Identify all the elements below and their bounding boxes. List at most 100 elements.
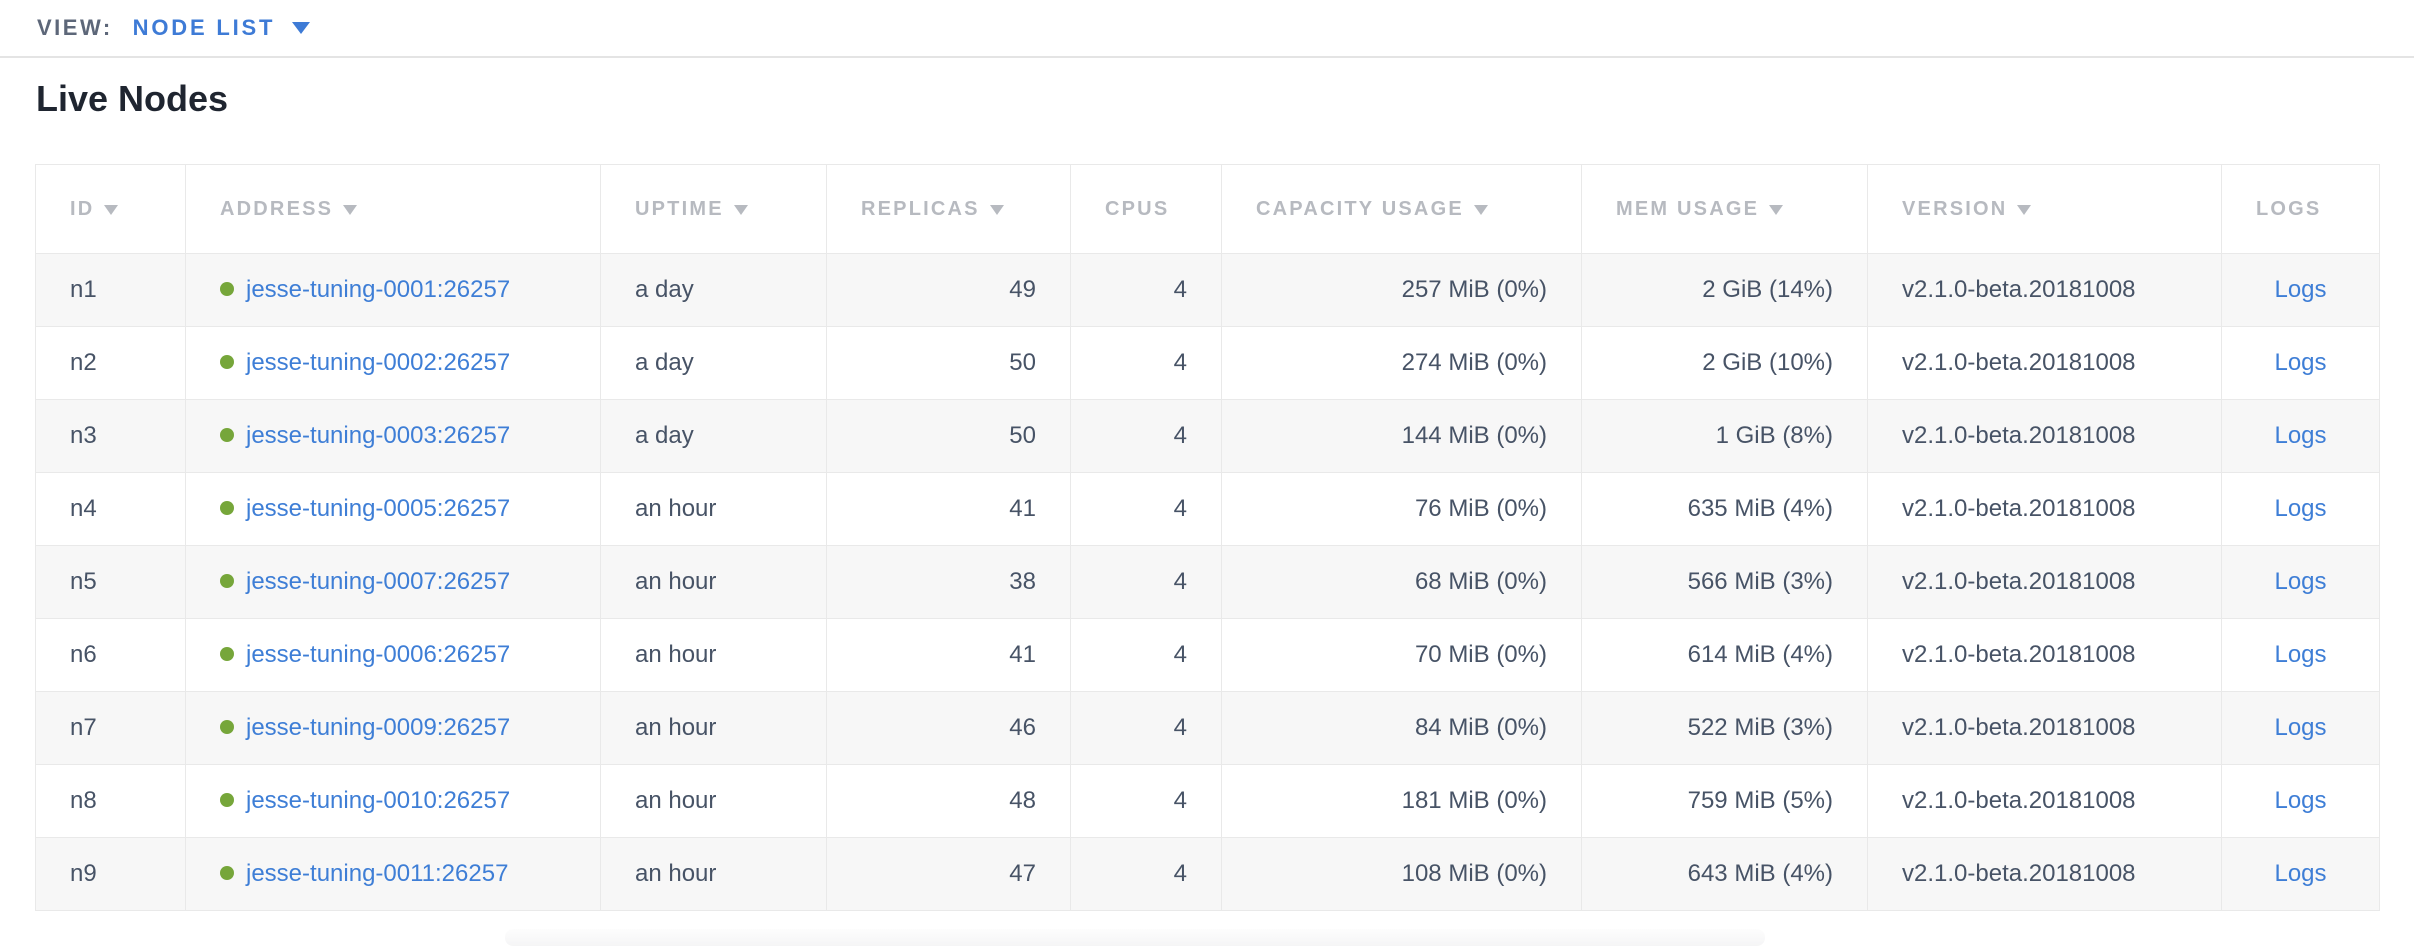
logs-cell: Logs: [2221, 837, 2380, 911]
version-cell: v2.1.0-beta.20181008: [1867, 399, 2222, 473]
sort-caret-down-icon: [2017, 204, 2032, 215]
column-header-address[interactable]: ADDRESS: [185, 164, 601, 254]
cpus-cell: 4: [1070, 618, 1222, 692]
column-header-uptime[interactable]: UPTIME: [600, 164, 827, 254]
version-cell: v2.1.0-beta.20181008: [1867, 691, 2222, 765]
node-id-cell: n1: [35, 253, 186, 327]
address-link[interactable]: jesse-tuning-0009:26257: [246, 714, 511, 741]
mem-usage-cell: 522 MiB (3%): [1581, 691, 1868, 765]
cpus-cell: 4: [1070, 691, 1222, 765]
view-selected-value: NODE LIST: [132, 15, 276, 40]
logs-link[interactable]: Logs: [2274, 349, 2327, 376]
live-status-dot-icon: [220, 427, 234, 442]
address-link[interactable]: jesse-tuning-0003:26257: [246, 422, 511, 449]
live-status-dot-icon: [220, 500, 234, 515]
cpus-cell: 4: [1070, 764, 1222, 838]
replicas-cell: 50: [826, 326, 1071, 400]
logs-cell: Logs: [2221, 472, 2380, 546]
table-row: n5 jesse-tuning-0007:26257 an hour 38 4 …: [35, 545, 2380, 619]
capacity-usage-cell: 70 MiB (0%): [1221, 618, 1582, 692]
logs-cell: Logs: [2221, 399, 2380, 473]
logs-link[interactable]: Logs: [2274, 495, 2327, 522]
logs-link[interactable]: Logs: [2274, 787, 2327, 814]
sort-caret-down-icon: [104, 204, 119, 215]
logs-link[interactable]: Logs: [2274, 641, 2327, 668]
address-link[interactable]: jesse-tuning-0002:26257: [246, 349, 511, 376]
live-status-dot-icon: [220, 646, 234, 661]
column-header-id[interactable]: ID: [35, 164, 186, 254]
column-header-version[interactable]: VERSION: [1867, 164, 2222, 254]
live-status-dot-icon: [220, 281, 234, 296]
sort-caret-down-icon: [1769, 204, 1784, 215]
address-link[interactable]: jesse-tuning-0005:26257: [246, 495, 511, 522]
cpus-cell: 4: [1070, 545, 1222, 619]
table-row: n6 jesse-tuning-0006:26257 an hour 41 4 …: [35, 618, 2380, 692]
capacity-usage-cell: 274 MiB (0%): [1221, 326, 1582, 400]
replicas-cell: 47: [826, 837, 1071, 911]
logs-link[interactable]: Logs: [2274, 276, 2327, 303]
address-cell: jesse-tuning-0007:26257: [185, 545, 601, 619]
node-id-cell: n6: [35, 618, 186, 692]
address-cell: jesse-tuning-0006:26257: [185, 618, 601, 692]
live-status-dot-icon: [220, 719, 234, 734]
cpus-cell: 4: [1070, 472, 1222, 546]
address-cell: jesse-tuning-0010:26257: [185, 764, 601, 838]
sort-caret-down-icon: [343, 204, 358, 215]
cpus-cell: 4: [1070, 399, 1222, 473]
address-cell: jesse-tuning-0002:26257: [185, 326, 601, 400]
chevron-down-icon: [292, 22, 311, 34]
capacity-usage-cell: 257 MiB (0%): [1221, 253, 1582, 327]
live-status-dot-icon: [220, 354, 234, 369]
mem-usage-cell: 566 MiB (3%): [1581, 545, 1868, 619]
logs-link[interactable]: Logs: [2274, 568, 2327, 595]
table-row: n9 jesse-tuning-0011:26257 an hour 47 4 …: [35, 837, 2380, 911]
logs-link[interactable]: Logs: [2274, 422, 2327, 449]
logs-cell: Logs: [2221, 326, 2380, 400]
cpus-cell: 4: [1070, 253, 1222, 327]
replicas-cell: 41: [826, 618, 1071, 692]
column-header-mem-usage[interactable]: MEM USAGE: [1581, 164, 1868, 254]
address-cell: jesse-tuning-0009:26257: [185, 691, 601, 765]
node-id-cell: n5: [35, 545, 186, 619]
column-header-cpus: CPUS: [1070, 164, 1222, 254]
replicas-cell: 41: [826, 472, 1071, 546]
node-id-cell: n4: [35, 472, 186, 546]
view-label: VIEW:: [37, 15, 113, 40]
version-cell: v2.1.0-beta.20181008: [1867, 618, 2222, 692]
live-status-dot-icon: [220, 573, 234, 588]
mem-usage-cell: 643 MiB (4%): [1581, 837, 1868, 911]
node-id-cell: n9: [35, 837, 186, 911]
logs-cell: Logs: [2221, 618, 2380, 692]
version-cell: v2.1.0-beta.20181008: [1867, 545, 2222, 619]
table-row: n1 jesse-tuning-0001:26257 a day 49 4 25…: [35, 253, 2380, 327]
logs-link[interactable]: Logs: [2274, 714, 2327, 741]
column-header-replicas[interactable]: REPLICAS: [826, 164, 1071, 254]
view-selector-dropdown[interactable]: NODE LIST: [133, 15, 311, 41]
table-row: n8 jesse-tuning-0010:26257 an hour 48 4 …: [35, 764, 2380, 838]
mem-usage-cell: 2 GiB (10%): [1581, 326, 1868, 400]
replicas-cell: 46: [826, 691, 1071, 765]
node-id-cell: n2: [35, 326, 186, 400]
replicas-cell: 50: [826, 399, 1071, 473]
column-header-capacity-usage[interactable]: CAPACITY USAGE: [1221, 164, 1582, 254]
address-cell: jesse-tuning-0001:26257: [185, 253, 601, 327]
sort-caret-down-icon: [733, 204, 748, 215]
address-cell: jesse-tuning-0003:26257: [185, 399, 601, 473]
address-link[interactable]: jesse-tuning-0001:26257: [246, 276, 511, 303]
uptime-cell: an hour: [600, 472, 827, 546]
uptime-cell: a day: [600, 399, 827, 473]
uptime-cell: a day: [600, 253, 827, 327]
address-link[interactable]: jesse-tuning-0006:26257: [246, 641, 511, 668]
address-link[interactable]: jesse-tuning-0011:26257: [246, 860, 509, 887]
mem-usage-cell: 759 MiB (5%): [1581, 764, 1868, 838]
address-link[interactable]: jesse-tuning-0007:26257: [246, 568, 511, 595]
logs-cell: Logs: [2221, 545, 2380, 619]
capacity-usage-cell: 108 MiB (0%): [1221, 837, 1582, 911]
uptime-cell: an hour: [600, 764, 827, 838]
uptime-cell: an hour: [600, 545, 827, 619]
address-link[interactable]: jesse-tuning-0010:26257: [246, 787, 511, 814]
mem-usage-cell: 635 MiB (4%): [1581, 472, 1868, 546]
capacity-usage-cell: 181 MiB (0%): [1221, 764, 1582, 838]
logs-link[interactable]: Logs: [2274, 860, 2327, 887]
horizontal-scrollbar-thumb[interactable]: [505, 929, 1765, 946]
